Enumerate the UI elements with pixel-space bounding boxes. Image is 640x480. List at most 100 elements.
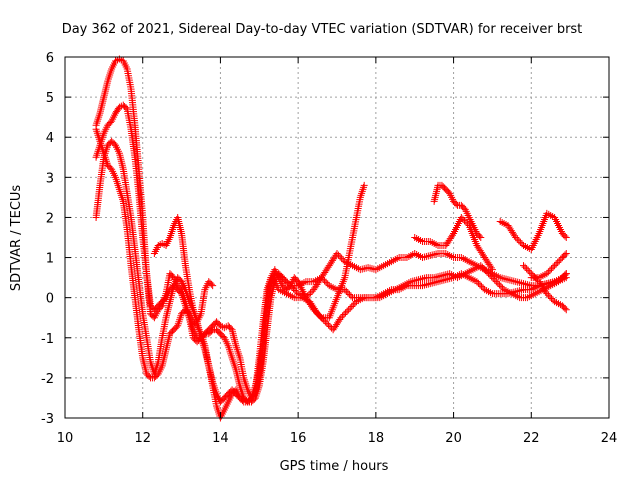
- data-point-marker: [475, 232, 483, 240]
- data-point-marker: [491, 276, 499, 284]
- data-point-marker: [280, 275, 288, 283]
- y-tick-label: -2: [41, 372, 54, 387]
- data-point-marker: [145, 373, 153, 381]
- data-point-marker: [346, 304, 354, 312]
- data-point-marker: [452, 200, 460, 208]
- data-point-marker: [562, 234, 570, 241]
- data-point-marker: [238, 397, 246, 405]
- data-point-marker: [347, 292, 355, 300]
- data-point-marker: [333, 250, 341, 258]
- data-point-marker: [464, 220, 472, 228]
- data-point-marker: [457, 213, 465, 221]
- data-point-marker: [543, 290, 551, 298]
- data-point-marker: [552, 260, 560, 268]
- data-point-marker: [520, 262, 528, 270]
- data-point-marker: [561, 232, 569, 240]
- y-axis-label: SDTVAR / TECUs: [9, 185, 24, 292]
- plot-frame: [64, 56, 610, 419]
- y-tick-label: 2: [46, 211, 54, 226]
- data-point-marker: [512, 234, 520, 241]
- data-point-marker: [320, 316, 328, 324]
- data-point-marker: [360, 181, 368, 189]
- data-point-marker: [559, 273, 567, 281]
- data-point-marker: [345, 290, 353, 298]
- data-point-marker: [483, 268, 491, 276]
- data-point-marker: [474, 279, 482, 287]
- data-point-marker: [489, 274, 497, 282]
- data-point-marker: [521, 263, 529, 271]
- data-point-marker: [557, 255, 565, 263]
- data-point-marker: [348, 302, 356, 310]
- data-point-marker: [282, 277, 290, 285]
- data-point-marker: [342, 309, 350, 317]
- data-point-marker: [317, 313, 325, 321]
- data-point-marker: [562, 250, 570, 258]
- data-point-marker: [323, 319, 331, 327]
- chart-title: Day 362 of 2021, Sidereal Day-to-day VTE…: [62, 22, 583, 37]
- axis-ticks: [64, 56, 610, 419]
- data-point-marker: [476, 281, 484, 289]
- data-point-marker: [544, 291, 552, 299]
- data-point-marker: [562, 270, 570, 278]
- y-tick-label: 1: [46, 252, 54, 267]
- data-point-marker: [345, 306, 353, 314]
- data-point-marker: [321, 277, 329, 285]
- x-tick-label: 24: [601, 431, 618, 446]
- data-point-marker: [338, 312, 346, 320]
- data-point-marker: [314, 310, 322, 318]
- data-point-marker: [279, 274, 287, 282]
- data-point-marker: [554, 258, 562, 266]
- data-point-marker: [495, 281, 503, 289]
- data-point-marker: [478, 282, 486, 290]
- series-track-8: [496, 209, 570, 254]
- data-point-marker: [556, 276, 564, 284]
- data-point-marker: [283, 278, 291, 286]
- x-tick-label: 16: [290, 431, 307, 446]
- data-point-marker: [555, 257, 563, 265]
- x-tick-label: 18: [368, 431, 385, 446]
- data-point-marker: [515, 237, 523, 245]
- data-point-marker: [319, 275, 327, 283]
- data-point-marker: [342, 287, 350, 295]
- series-track-4: [92, 137, 570, 422]
- data-point-marker: [481, 266, 489, 274]
- data-point-marker: [349, 301, 357, 309]
- y-tick-label: -3: [41, 412, 54, 427]
- data-series: [92, 55, 570, 422]
- data-point-marker: [209, 282, 217, 290]
- x-tick-label: 20: [445, 431, 462, 446]
- data-point-marker: [524, 266, 532, 274]
- x-tick-label: 10: [57, 431, 74, 446]
- data-point-marker: [305, 290, 313, 298]
- y-tick-label: 0: [46, 292, 54, 307]
- data-point-marker: [523, 265, 531, 273]
- data-point-marker: [459, 215, 467, 223]
- y-tick-label: 4: [46, 131, 54, 146]
- data-point-marker: [546, 266, 554, 274]
- data-point-marker: [562, 306, 570, 314]
- data-point-marker: [513, 235, 521, 243]
- data-point-marker: [561, 304, 569, 312]
- data-point-marker: [460, 217, 468, 225]
- data-point-marker: [478, 263, 486, 271]
- data-point-marker: [318, 315, 326, 323]
- data-point-marker: [462, 218, 470, 226]
- series-track-5: [150, 213, 217, 326]
- data-point-marker: [497, 282, 505, 290]
- y-tick-label: 5: [46, 91, 54, 106]
- data-point-marker: [477, 262, 485, 270]
- data-point-marker: [340, 311, 348, 319]
- data-point-marker: [485, 270, 493, 278]
- data-point-marker: [343, 307, 351, 315]
- data-point-marker: [549, 263, 557, 271]
- data-point-marker: [315, 311, 323, 319]
- data-point-marker: [207, 327, 215, 335]
- data-point-marker: [526, 268, 534, 276]
- data-point-marker: [543, 270, 551, 278]
- data-point-marker: [486, 271, 494, 279]
- data-point-marker: [322, 278, 330, 286]
- data-point-marker: [324, 321, 332, 329]
- data-point-marker: [321, 318, 329, 326]
- data-point-marker: [344, 289, 352, 297]
